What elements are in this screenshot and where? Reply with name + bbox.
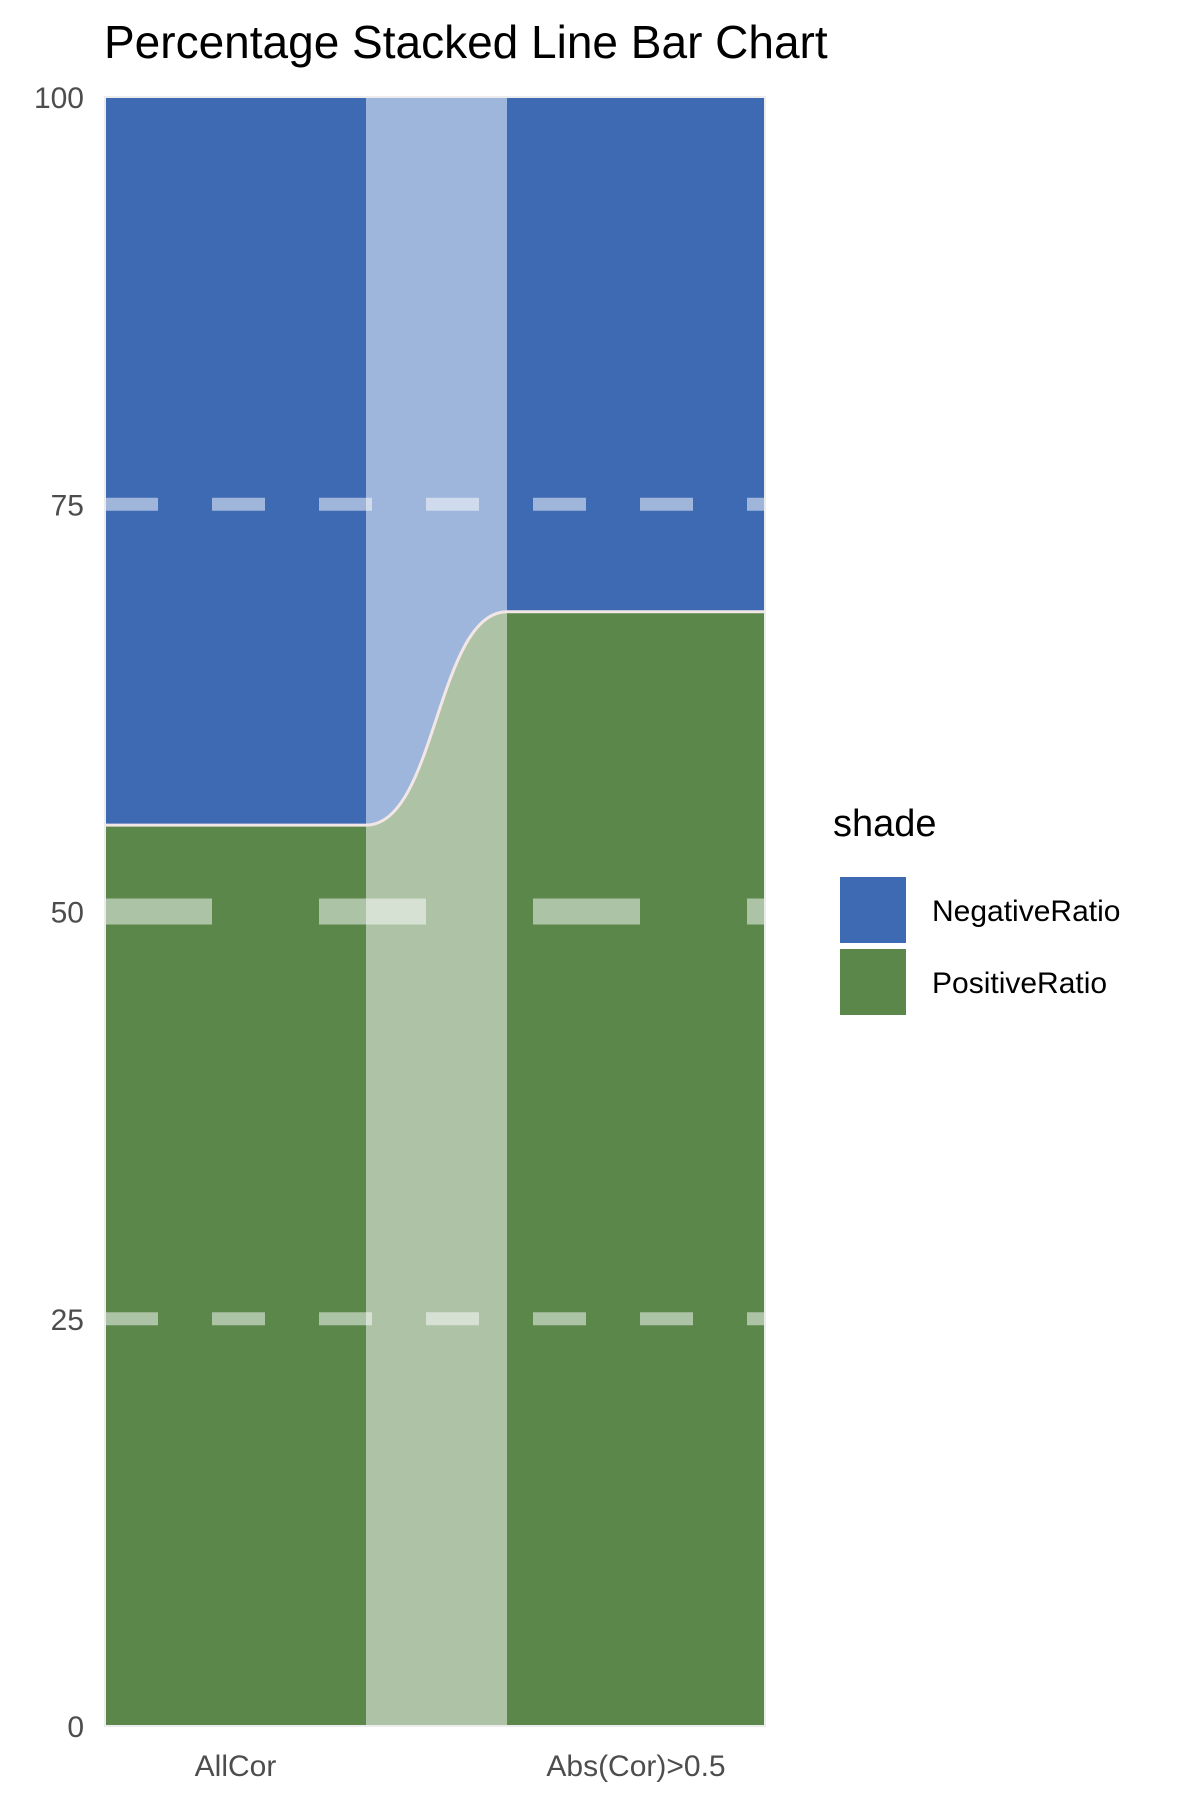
legend: shade NegativeRatio PositiveRatio	[833, 803, 1120, 1015]
y-axis: 0 25 50 75 100	[34, 82, 84, 1744]
x-tick-label: AllCor	[195, 1750, 277, 1783]
bar-positive-0	[105, 825, 366, 1726]
legend-key	[840, 877, 906, 943]
legend-key	[840, 949, 906, 1015]
y-tick-label: 100	[34, 82, 84, 115]
x-axis: AllCor Abs(Cor)>0.5	[195, 1750, 726, 1783]
bar-negative-1	[507, 97, 765, 612]
connector-positive	[366, 611, 507, 1727]
bar-negative-0	[105, 97, 366, 826]
legend-label: PositiveRatio	[932, 967, 1107, 1000]
panel-border	[104, 96, 766, 1727]
connector-negative	[366, 97, 507, 826]
y-tick-label: 75	[51, 489, 84, 522]
y-tick-label: 50	[51, 897, 84, 930]
legend-label: NegativeRatio	[932, 895, 1120, 928]
legend-title: shade	[833, 803, 937, 845]
y-tick-label: 0	[67, 1711, 84, 1744]
boundary-line	[105, 610, 765, 827]
bar-positive-1	[507, 611, 765, 1727]
y-tick-label: 25	[51, 1304, 84, 1337]
x-tick-label: Abs(Cor)>0.5	[546, 1750, 725, 1783]
plot-area	[104, 96, 766, 1727]
chart-title: Percentage Stacked Line Bar Chart	[104, 16, 828, 68]
